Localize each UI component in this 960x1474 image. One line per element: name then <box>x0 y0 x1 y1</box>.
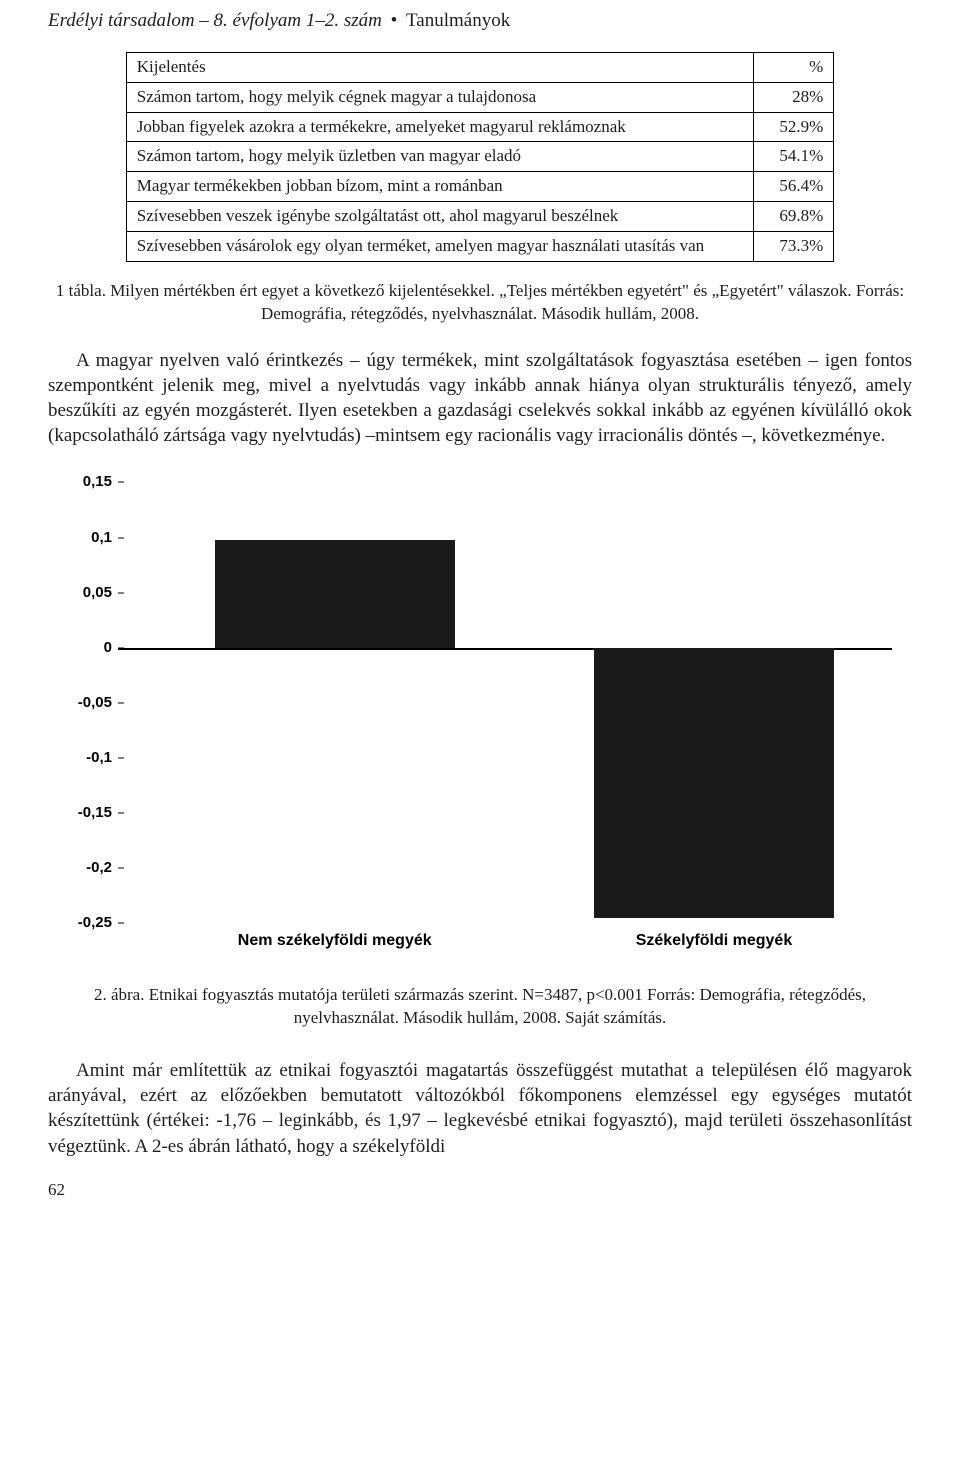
table-header-percent: % <box>754 52 834 82</box>
table-row: Magyar termékekben jobban bízom, mint a … <box>126 172 833 202</box>
table-row: Számon tartom, hogy melyik üzletben van … <box>126 142 833 172</box>
chart-bar <box>215 540 455 648</box>
table-cell-text: Szívesebben veszek igénybe szolgáltatást… <box>126 202 753 232</box>
statements-table: Kijelentés % Számon tartom, hogy melyik … <box>126 52 834 263</box>
table-cell-pct: 69.8% <box>754 202 834 232</box>
paragraph-2: Amint már említettük az etnikai fogyaszt… <box>48 1058 912 1158</box>
table-cell-pct: 28% <box>754 82 834 112</box>
table-header-row: Kijelentés % <box>126 52 833 82</box>
table-row: Szívesebben veszek igénybe szolgáltatást… <box>126 202 833 232</box>
page-header: Erdélyi társadalom – 8. évfolyam 1–2. sz… <box>48 8 912 34</box>
table-cell-text: Szívesebben vásárolok egy olyan terméket… <box>126 232 753 262</box>
table-caption: 1 tábla. Milyen mértékben ért egyet a kö… <box>48 280 912 326</box>
table-cell-text: Számon tartom, hogy melyik üzletben van … <box>126 142 753 172</box>
table-cell-text: Magyar termékekben jobban bízom, mint a … <box>126 172 753 202</box>
journal-title: Erdélyi társadalom – 8. évfolyam 1–2. sz… <box>48 10 382 31</box>
y-tick-label: -0,05 <box>62 693 112 713</box>
table-cell-pct: 52.9% <box>754 112 834 142</box>
chart-bar <box>594 648 834 918</box>
page-number: 62 <box>48 1179 912 1202</box>
table-row: Szívesebben vásárolok egy olyan terméket… <box>126 232 833 262</box>
x-axis-label: Székelyföldi megyék <box>636 930 793 952</box>
bullet-sep: • <box>391 10 398 31</box>
y-tick-label: -0,2 <box>62 858 112 878</box>
y-tick-label: 0,1 <box>62 527 112 547</box>
bar-chart: 0,15 0,1 0,05 0 -0,05 -0,1 -0,15 -0,2 -0,25 Nem s… <box>48 468 912 966</box>
y-tick-label: 0,15 <box>62 472 112 492</box>
table-cell-text: Számon tartom, hogy melyik cégnek magyar… <box>126 82 753 112</box>
y-tick-label: -0,1 <box>62 748 112 768</box>
paragraph-1: A magyar nyelven való érintkezés – úgy t… <box>48 348 912 448</box>
table-cell-pct: 54.1% <box>754 142 834 172</box>
y-tick-label: -0,25 <box>62 913 112 933</box>
section-title: Tanulmányok <box>406 10 510 31</box>
table-header-statement: Kijelentés <box>126 52 753 82</box>
table-cell-pct: 56.4% <box>754 172 834 202</box>
table-cell-text: Jobban figyelek azokra a termékekre, ame… <box>126 112 753 142</box>
y-tick-label: -0,15 <box>62 803 112 823</box>
x-axis-label: Nem székelyföldi megyék <box>238 930 432 952</box>
table-cell-pct: 73.3% <box>754 232 834 262</box>
figure-caption: 2. ábra. Etnikai fogyasztás mutatója ter… <box>48 984 912 1030</box>
y-tick-label: 0,05 <box>62 583 112 603</box>
table-row: Jobban figyelek azokra a termékekre, ame… <box>126 112 833 142</box>
table-row: Számon tartom, hogy melyik cégnek magyar… <box>126 82 833 112</box>
y-tick-label: 0 <box>62 638 112 658</box>
